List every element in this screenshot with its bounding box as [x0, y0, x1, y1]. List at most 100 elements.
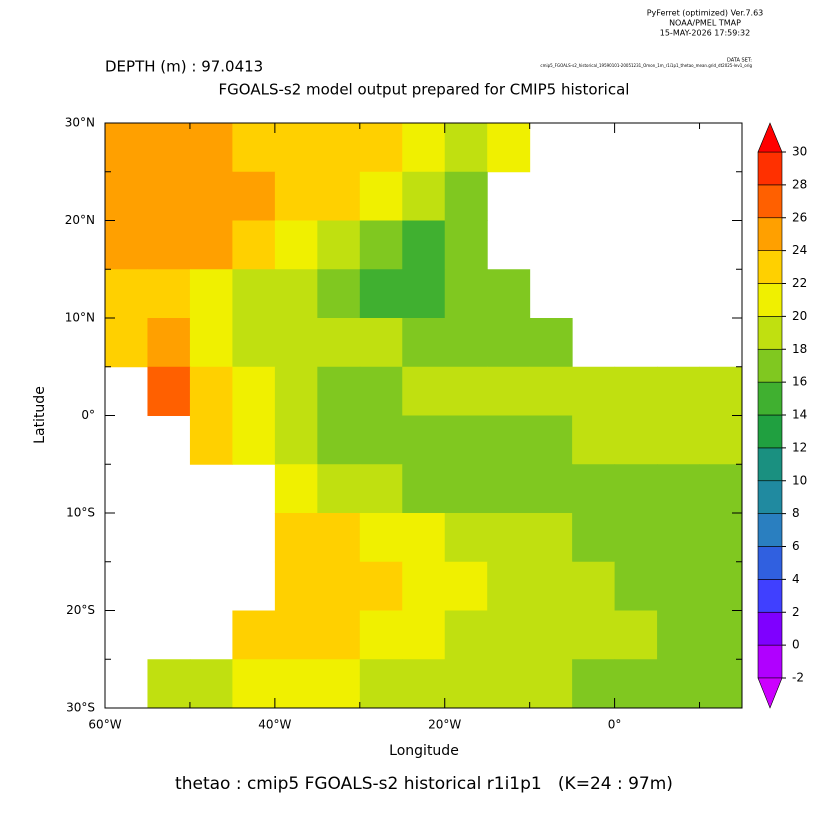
colorbar-under: [757, 677, 783, 709]
map-cell: [402, 366, 446, 416]
map-cell: [105, 318, 148, 368]
x-tick-label: 0°: [608, 718, 622, 732]
colorbar-bin: [757, 348, 783, 383]
colorbar-tick-label: 24: [792, 243, 807, 257]
map-cell: [189, 366, 233, 416]
map-cell: [189, 220, 233, 270]
map-cell: [189, 269, 233, 319]
map-cell: [147, 318, 191, 368]
colorbar-bin: [757, 447, 783, 482]
map-cell: [529, 318, 573, 368]
map-cell: [699, 561, 743, 611]
map-cell: [529, 659, 573, 709]
map-cell: [274, 561, 318, 611]
map-cell: [657, 415, 701, 465]
map-cell: [444, 513, 488, 563]
colorbar-tick-label: 18: [792, 342, 807, 356]
map-cell: [487, 415, 531, 465]
colorbar-bin: [757, 579, 783, 613]
y-tick-label: 30°N: [65, 116, 95, 130]
map-cell: [529, 366, 573, 416]
header-line: PyFerret (optimized) Ver.7.63: [647, 9, 764, 18]
map-cell: [317, 513, 361, 563]
dataset: cmip5_FGOALS-s2_historical_19590101-2005…: [540, 63, 752, 68]
map-cell: [444, 366, 488, 416]
map-cell: [189, 415, 233, 465]
map-cell: [359, 464, 403, 514]
colorbar-bin: [757, 513, 783, 547]
map-cell: [317, 366, 361, 416]
map-cell: [105, 123, 148, 173]
map-cell: [402, 610, 446, 660]
map-cell: [444, 561, 488, 611]
colorbar-bin: [757, 480, 783, 514]
map-cell: [699, 513, 743, 563]
map-cell: [657, 513, 701, 563]
map-cell: [105, 171, 148, 221]
map-cell: [444, 123, 488, 173]
map-cell: [359, 171, 403, 221]
map-cell: [487, 318, 531, 368]
map-cell: [444, 269, 488, 319]
map-cell: [444, 659, 488, 709]
map-cell: [274, 220, 318, 270]
map-cell: [529, 561, 573, 611]
depth-label: DEPTH (m) : 97.0413: [105, 58, 263, 76]
colorbar-tick-label: 8: [792, 506, 800, 520]
map-cell: [232, 415, 276, 465]
map-cell: [444, 318, 488, 368]
colorbar-bin: [757, 381, 783, 416]
map-cell: [402, 659, 446, 709]
map-cell: [487, 123, 531, 173]
colorbar-bin: [757, 250, 783, 284]
colorbar-bin: [757, 644, 783, 679]
map-cell: [529, 464, 573, 514]
map-cell: [317, 610, 361, 660]
map-cell: [572, 366, 616, 416]
map-cell: [614, 415, 658, 465]
map-cell: [232, 123, 276, 173]
map-cell: [359, 610, 403, 660]
map-cell: [614, 610, 658, 660]
map-cell: [105, 269, 148, 319]
dataset-label: DATA SET:: [727, 58, 752, 64]
colorbar-tick-label: 0: [792, 638, 800, 652]
y-tick-label: 0°: [81, 408, 95, 422]
map-cell: [572, 610, 616, 660]
map-cell: [402, 415, 446, 465]
map-cell: [274, 610, 318, 660]
colorbar-tick-label: 30: [792, 145, 807, 159]
map-cell: [402, 318, 446, 368]
map-cell: [402, 123, 446, 173]
map-cell: [402, 220, 446, 270]
map-cell: [529, 415, 573, 465]
map-cell: [402, 464, 446, 514]
map-cell: [529, 610, 573, 660]
map-cell: [614, 561, 658, 611]
map-cell: [359, 513, 403, 563]
colorbar-tick-label: 16: [792, 375, 807, 389]
map-cell: [487, 513, 531, 563]
map-cell: [444, 220, 488, 270]
colorbar-tick-label: 20: [792, 309, 807, 323]
map-cell: [359, 269, 403, 319]
map-cell: [274, 171, 318, 221]
map-cell: [274, 513, 318, 563]
map-cell: [274, 659, 318, 709]
header-line: NOAA/PMEL TMAP: [669, 19, 741, 28]
map-cell: [189, 318, 233, 368]
map-cell: [317, 318, 361, 368]
footer: thetao : cmip5 FGOALS-s2 historical r1i1…: [175, 774, 673, 794]
map-cell: [147, 366, 191, 416]
map-cell: [657, 659, 701, 709]
colorbar-tick-label: 2: [792, 605, 800, 619]
axes: 60°W 40°W 20°W 0° 30°N 20°N 10°N 0° 10°S 20°S 30°S…: [65, 116, 808, 732]
map-cell: [359, 415, 403, 465]
map-cell: [232, 659, 276, 709]
map-cell: [359, 220, 403, 270]
colorbar-tick-label: 4: [792, 572, 800, 586]
map-cell: [444, 171, 488, 221]
map-cell: [402, 513, 446, 563]
map-cell: [572, 513, 616, 563]
